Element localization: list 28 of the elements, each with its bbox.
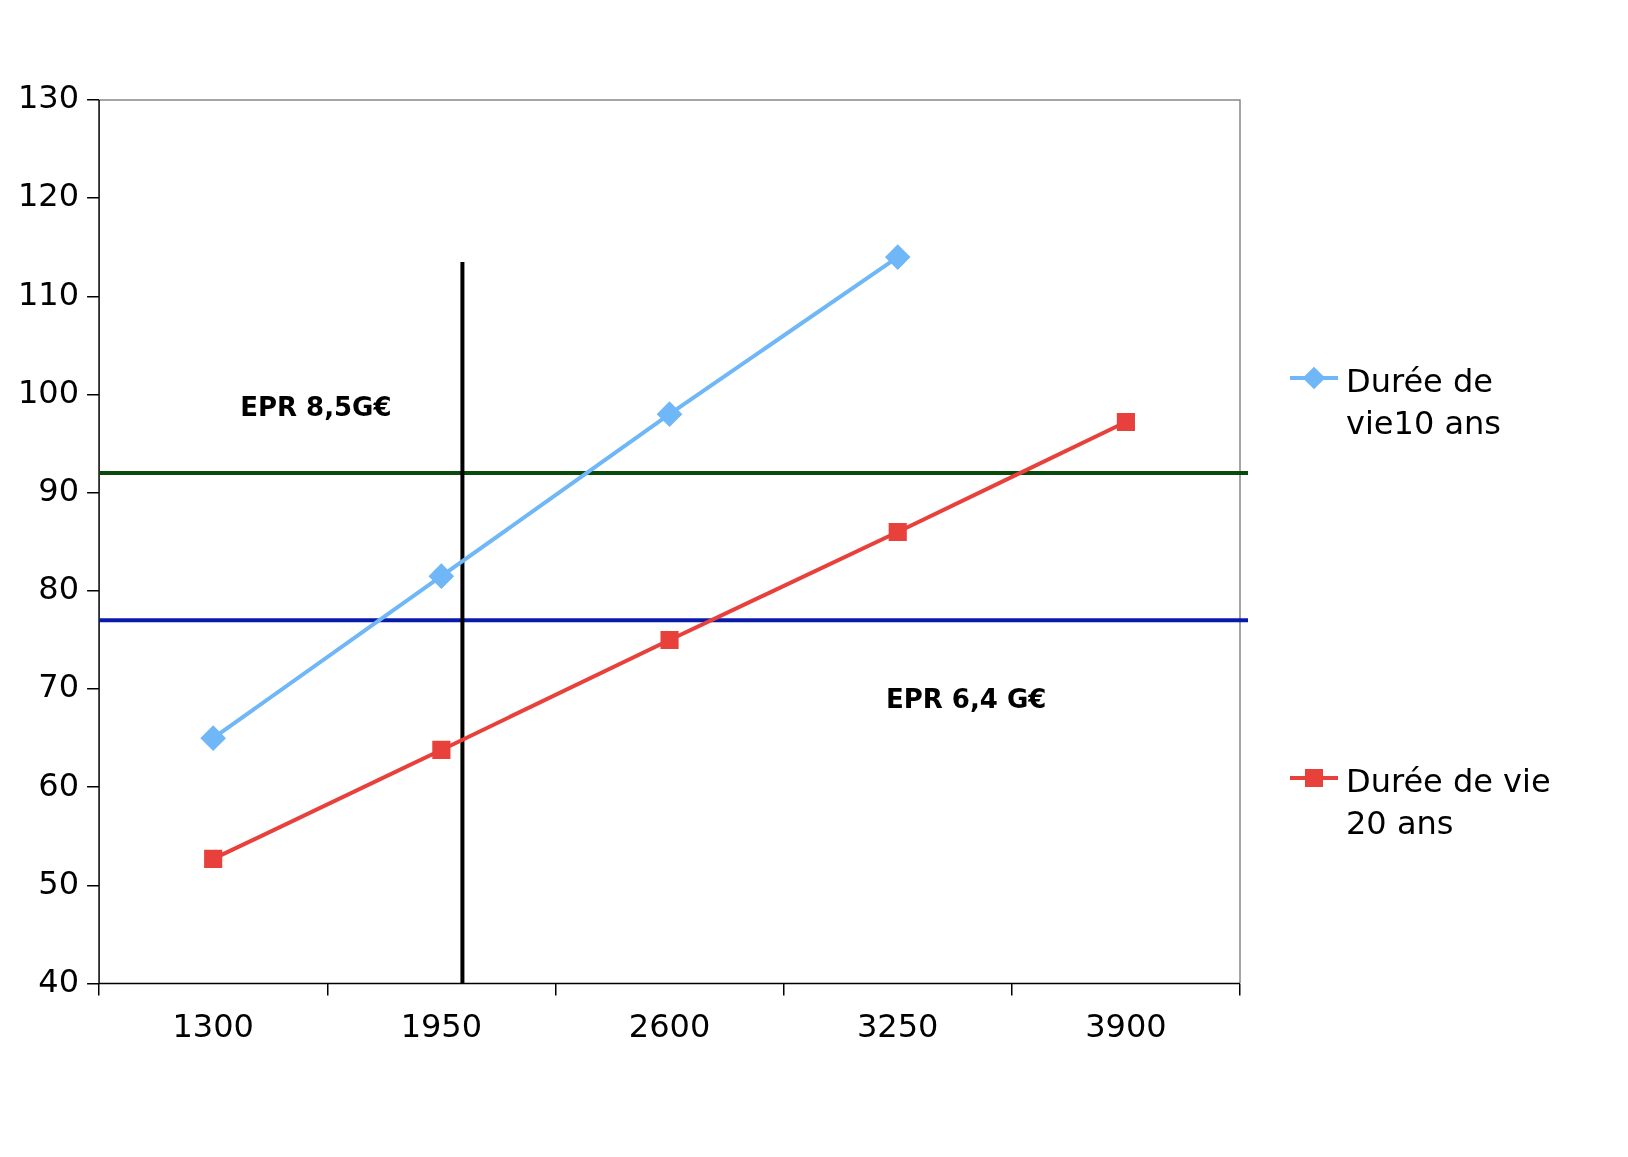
y-tick-label: 50 <box>38 863 80 902</box>
point <box>432 740 451 760</box>
x-tick-label: 3900 <box>1085 1007 1167 1046</box>
y-tick-label: 40 <box>38 961 80 1000</box>
x-tick-label: 1950 <box>400 1007 483 1046</box>
legend-label: Durée de vie 20 ans <box>1346 761 1552 844</box>
point <box>1116 412 1135 432</box>
y-tick-label: 90 <box>38 471 80 510</box>
point <box>429 564 454 589</box>
annotation: EPR 8,5G€ <box>240 392 392 423</box>
point <box>204 849 223 868</box>
legend-label: Durée de vie10 ans <box>1346 361 1502 444</box>
y-tick-label: 120 <box>18 176 80 215</box>
x-tick-label: 2600 <box>628 1007 711 1046</box>
y-tick-label: 70 <box>38 667 80 706</box>
y-tick-label: 60 <box>38 765 80 804</box>
point <box>660 630 679 650</box>
x-tick-label: 3250 <box>857 1007 939 1046</box>
point <box>888 522 907 542</box>
y-tick-label: 110 <box>18 274 80 313</box>
y-tick-label: 100 <box>18 372 80 411</box>
point <box>885 245 910 270</box>
point <box>657 402 682 427</box>
y-tick-label: 80 <box>38 569 80 608</box>
x-tick-label: 1300 <box>172 1007 254 1046</box>
y-tick-label: 130 <box>18 78 80 117</box>
point <box>201 726 226 751</box>
annotation: EPR 6,4 G€ <box>885 683 1047 714</box>
